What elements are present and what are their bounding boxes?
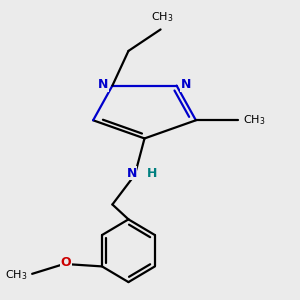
Text: CH$_3$: CH$_3$: [243, 113, 266, 127]
Text: O: O: [61, 256, 71, 269]
Text: N: N: [127, 167, 137, 180]
Text: CH$_3$: CH$_3$: [5, 268, 27, 282]
Text: H: H: [147, 167, 158, 180]
Text: CH$_3$: CH$_3$: [151, 10, 173, 23]
Text: N: N: [181, 78, 191, 91]
Text: N: N: [98, 78, 108, 91]
